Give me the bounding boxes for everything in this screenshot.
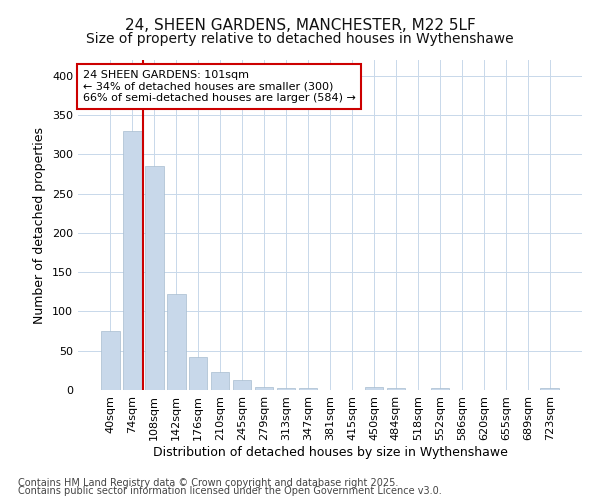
Text: Size of property relative to detached houses in Wythenshawe: Size of property relative to detached ho… (86, 32, 514, 46)
Text: 24 SHEEN GARDENS: 101sqm
← 34% of detached houses are smaller (300)
66% of semi-: 24 SHEEN GARDENS: 101sqm ← 34% of detach… (83, 70, 356, 103)
Bar (386, 388, 405, 390)
Bar (255, 387, 274, 390)
Text: Contains HM Land Registry data © Crown copyright and database right 2025.: Contains HM Land Registry data © Crown c… (18, 478, 398, 488)
Text: 24, SHEEN GARDENS, MANCHESTER, M22 5LF: 24, SHEEN GARDENS, MANCHESTER, M22 5LF (125, 18, 475, 32)
Bar (233, 380, 251, 390)
Bar (123, 130, 142, 390)
Bar (145, 166, 164, 390)
Y-axis label: Number of detached properties: Number of detached properties (34, 126, 46, 324)
Bar (541, 388, 559, 390)
Bar (101, 331, 119, 390)
Bar (431, 388, 449, 390)
Bar (167, 294, 185, 390)
Bar (365, 387, 383, 390)
X-axis label: Distribution of detached houses by size in Wythenshawe: Distribution of detached houses by size … (152, 446, 508, 458)
Bar (299, 388, 317, 390)
Bar (211, 372, 229, 390)
Text: Contains public sector information licensed under the Open Government Licence v3: Contains public sector information licen… (18, 486, 442, 496)
Bar (277, 388, 295, 390)
Bar (189, 357, 208, 390)
